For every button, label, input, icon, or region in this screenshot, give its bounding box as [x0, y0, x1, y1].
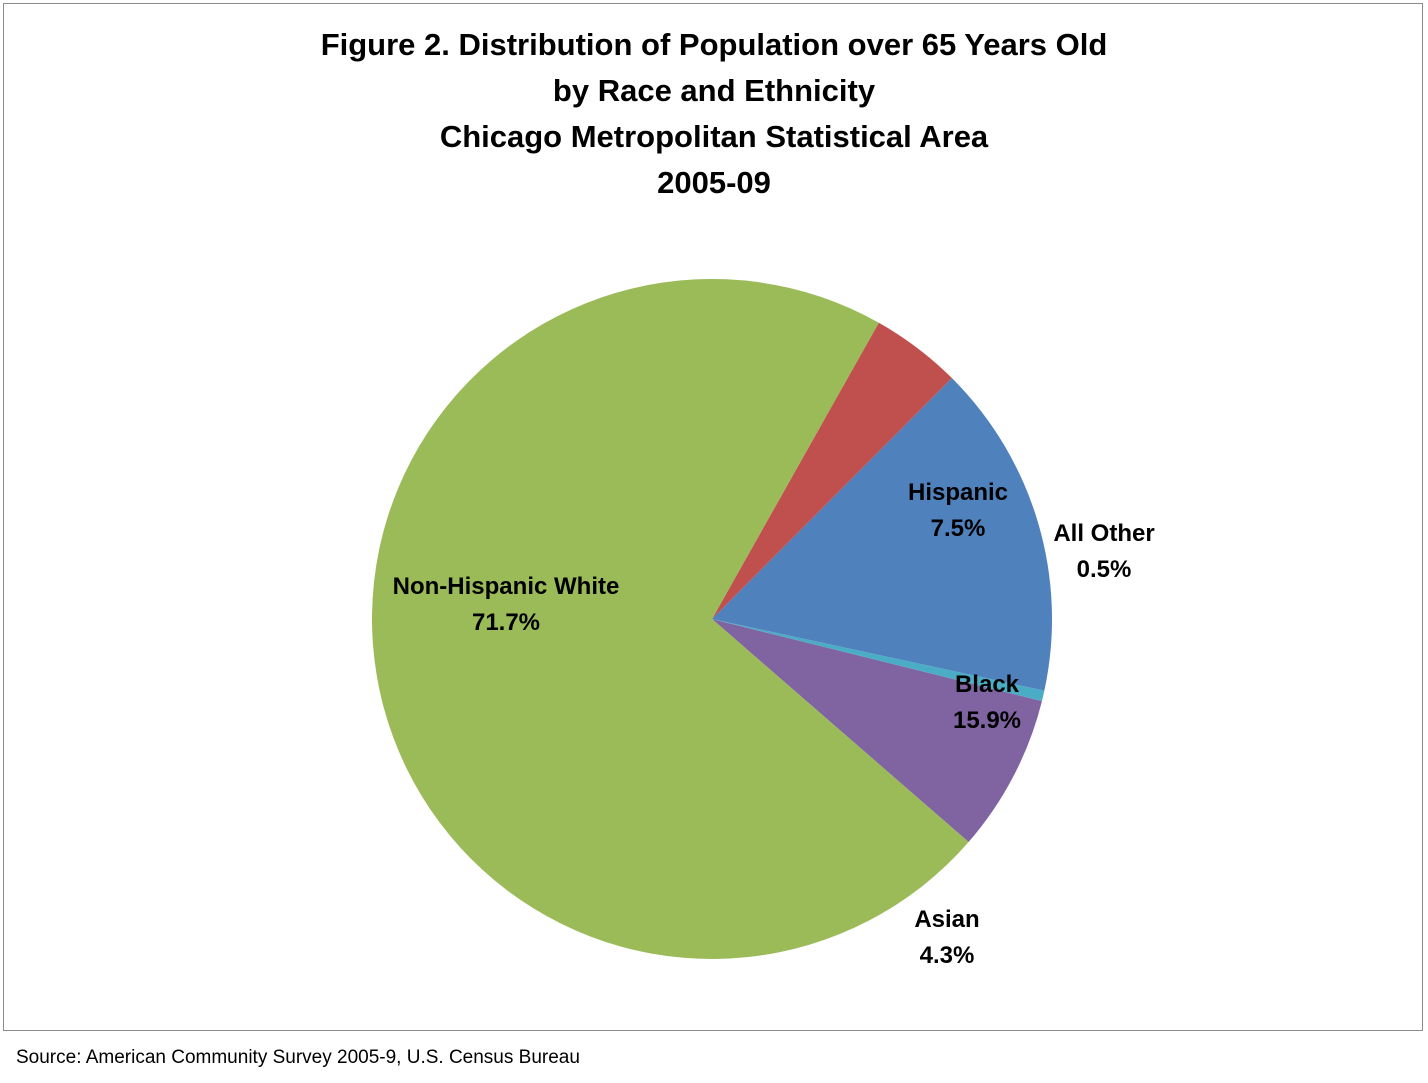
chart-title: Figure 2. Distribution of Population ove… — [0, 22, 1428, 206]
pie-chart: Hispanic 7.5% All Other 0.5% Black 15.9% Asian… — [372, 278, 1155, 969]
pie-slice-asian — [712, 322, 952, 619]
pie-slice-black — [712, 378, 1053, 691]
pie-slice-hispanic — [712, 619, 1042, 843]
source-note: Source: American Community Survey 2005-9… — [16, 1047, 580, 1068]
pie-slice-all-other — [712, 619, 1045, 702]
slice-label-hispanic: Hispanic — [908, 479, 1008, 506]
slice-label-non-hispanic-white: Non-Hispanic White — [393, 573, 620, 600]
pie-labels: Hispanic 7.5% All Other 0.5% Black 15.9% Asian… — [393, 479, 1155, 969]
slice-label-black: Black — [955, 671, 1020, 698]
slice-value-non-hispanic-white: 71.7% — [472, 609, 540, 636]
slice-value-hispanic: 7.5% — [931, 515, 986, 542]
pie-slices — [372, 278, 1053, 959]
slice-value-black: 15.9% — [953, 707, 1021, 734]
chart-title-line-1: Figure 2. Distribution of Population ove… — [320, 27, 1108, 62]
chart-title-line-3: Chicago Metropolitan Statistical Area — [439, 119, 989, 154]
slice-value-all-other: 0.5% — [1077, 556, 1132, 583]
chart-title-line-4: 2005-09 — [657, 165, 771, 200]
slice-label-asian: Asian — [914, 906, 979, 933]
pie-slice-non-hispanic-white — [372, 278, 969, 959]
chart-title-line-2: by Race and Ethnicity — [552, 73, 876, 108]
slice-label-all-other: All Other — [1053, 520, 1154, 547]
slice-value-asian: 4.3% — [920, 942, 975, 969]
